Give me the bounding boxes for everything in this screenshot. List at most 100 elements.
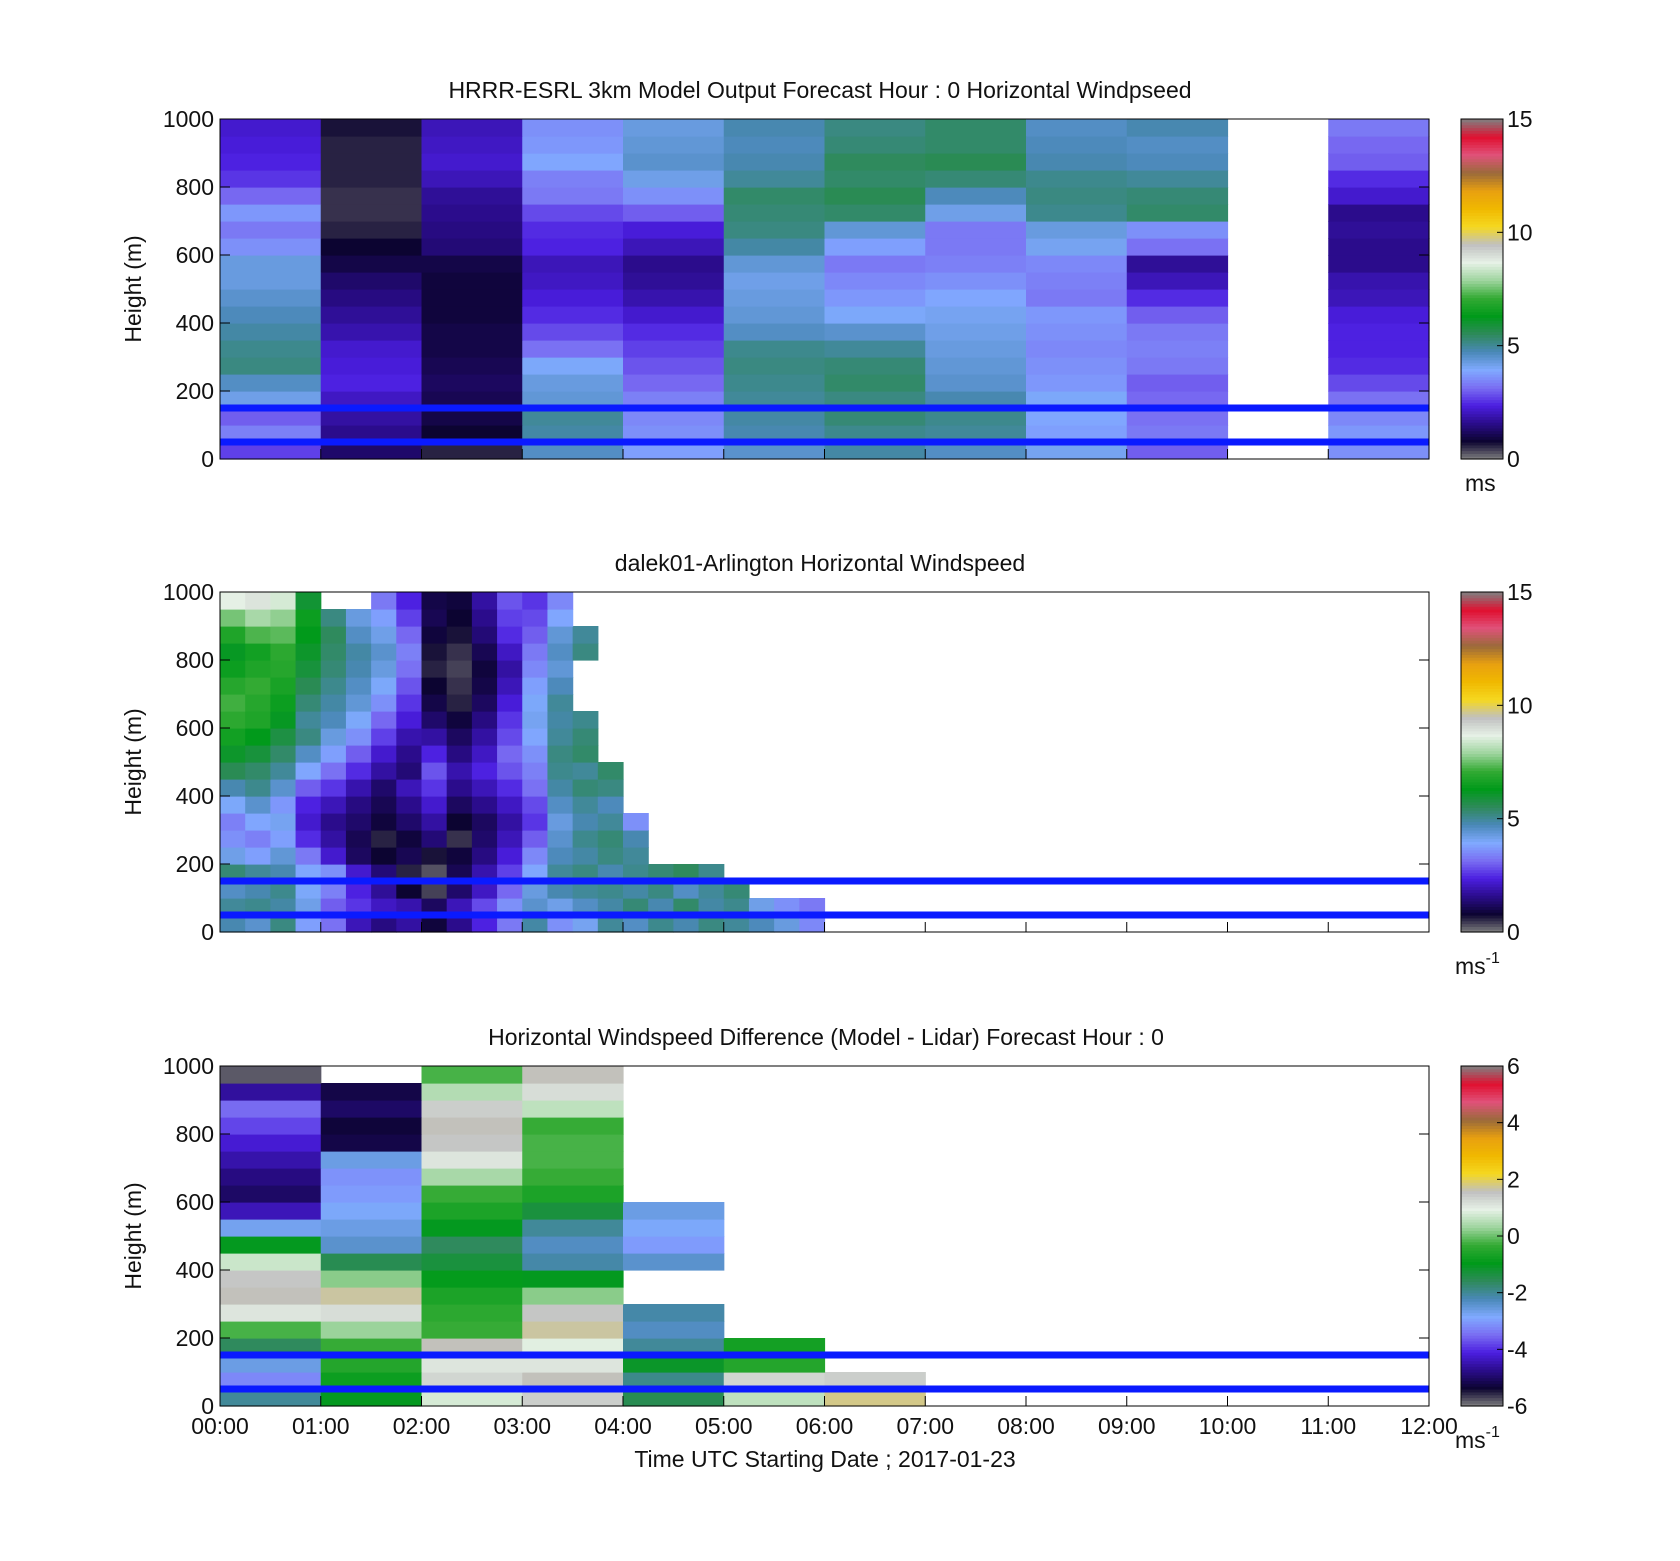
heatmap-cell (220, 170, 322, 188)
heatmap-cell (421, 1083, 523, 1101)
heatmap-cell (824, 323, 926, 341)
y-tick-label: 600 (176, 715, 214, 741)
heatmap-cell (522, 119, 624, 137)
heatmap-cell (497, 694, 523, 712)
heatmap-cell (446, 643, 473, 661)
colorbar-segment (1461, 1326, 1503, 1331)
heatmap-cell (446, 711, 473, 729)
heatmap-cell (320, 1185, 423, 1203)
heatmap-cell (220, 1287, 322, 1305)
heatmap-cell (522, 830, 549, 848)
heatmap-cell (396, 711, 423, 729)
heatmap-cell (421, 1100, 523, 1118)
heatmap-cell (421, 289, 523, 307)
heatmap-cell (245, 796, 271, 814)
colorbar-segment (1461, 844, 1503, 848)
colorbar-segment (1461, 747, 1503, 752)
heatmap-cell (446, 609, 473, 627)
colorbar-segment (1461, 444, 1503, 449)
colorbar-segment (1461, 1204, 1503, 1209)
colorbar-segment (1461, 391, 1503, 395)
heatmap-cell (522, 1355, 624, 1373)
colorbar-segment (1461, 1145, 1503, 1149)
heatmap-cell (295, 779, 322, 797)
colorbar-segment (1461, 325, 1503, 330)
colorbar-segment (1461, 878, 1503, 882)
y-tick-label: 1000 (163, 579, 214, 605)
heatmap-cell (497, 609, 523, 627)
heatmap-cell (824, 340, 926, 358)
heatmap-cell (345, 728, 372, 746)
colorbar-segment (1461, 232, 1503, 236)
colorbar-segment (1461, 260, 1503, 265)
colorbar-segment (1461, 187, 1503, 191)
heatmap-cell (471, 796, 498, 814)
heatmap-cell (396, 643, 423, 661)
heatmap-cell (522, 1117, 624, 1135)
heatmap-cell (320, 119, 423, 137)
colorbar-segment (1461, 430, 1503, 435)
heatmap-cell (673, 881, 700, 899)
colorbar-segment (1461, 671, 1503, 675)
colorbar-segment (1461, 784, 1503, 789)
heatmap-cell (648, 881, 674, 899)
heatmap-cell (446, 660, 473, 678)
heatmap-cell (320, 626, 347, 644)
colorbar-segment (1461, 127, 1503, 131)
heatmap-cell (396, 813, 423, 831)
heatmap-cell (396, 779, 423, 797)
colorbar-segment (1461, 1329, 1503, 1333)
heatmap-cell (345, 762, 372, 780)
heatmap-cell (522, 915, 549, 933)
colorbar-tick-label: 15 (1507, 579, 1533, 605)
heatmap-cell (421, 1066, 523, 1084)
colorbar-segment (1461, 776, 1503, 780)
colorbar-segment (1461, 1340, 1503, 1345)
colorbar-segment (1461, 189, 1503, 194)
heatmap-cell (547, 609, 574, 627)
heatmap-cell (220, 374, 322, 392)
heatmap-cell (421, 221, 523, 239)
colorbar-segment (1461, 770, 1503, 774)
heatmap-cell (1026, 340, 1128, 358)
heatmap-cell (220, 1185, 322, 1203)
colorbar-segment (1461, 257, 1503, 262)
heatmap-cell (345, 609, 372, 627)
colorbar-segment (1461, 872, 1503, 876)
colorbar-segment (1461, 1255, 1503, 1260)
heatmap-cell (245, 915, 271, 933)
heatmap-cell (245, 728, 271, 746)
heatmap-cell (547, 592, 574, 610)
colorbar-unit: ms (1465, 470, 1496, 496)
heatmap-cell (1026, 357, 1128, 375)
heatmap-cell (522, 1151, 624, 1169)
colorbar-segment (1461, 906, 1503, 910)
heatmap-cell (1126, 357, 1229, 375)
heatmap-cell (245, 711, 271, 729)
heatmap-cell (623, 830, 649, 848)
colorbar-segment (1461, 1397, 1503, 1401)
heatmap-cell (925, 408, 1027, 426)
colorbar-segment (1461, 368, 1503, 372)
colorbar-segment (1461, 1202, 1503, 1206)
heatmap-cell (320, 1083, 423, 1101)
heatmap-cell (648, 898, 674, 916)
heatmap-cell (320, 677, 347, 695)
heatmap-cell (471, 711, 498, 729)
y-tick-label: 600 (176, 1189, 214, 1215)
heatmap-cell (220, 762, 246, 780)
heatmap-cell (1328, 272, 1430, 290)
x-tick-label: 11:00 (1300, 1413, 1356, 1439)
heatmap-cell (799, 898, 826, 916)
colorbar-segment (1461, 1372, 1503, 1376)
heatmap-cell (320, 374, 423, 392)
heatmap-cell (471, 881, 498, 899)
heatmap-cell (623, 1321, 725, 1339)
colorbar-segment (1461, 1272, 1503, 1277)
heatmap-cell (421, 340, 523, 358)
colorbar-segment (1461, 1080, 1503, 1084)
y-tick-label: 200 (176, 1325, 214, 1351)
heatmap-cell (748, 915, 775, 933)
heatmap-cell (623, 357, 725, 375)
colorbar-segment (1461, 246, 1503, 250)
